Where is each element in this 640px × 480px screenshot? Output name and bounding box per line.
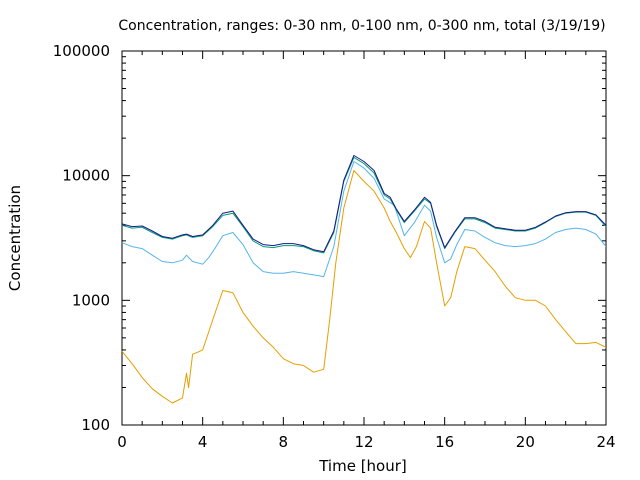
chart-title: Concentration, ranges: 0-30 nm, 0-100 nm… — [118, 18, 605, 34]
y-axis-label: Concentration — [6, 185, 24, 291]
y-tick-label: 100 — [81, 416, 110, 434]
x-tick-label: 16 — [435, 433, 454, 451]
x-tick-label: 4 — [198, 433, 208, 451]
x-tick-label: 0 — [117, 433, 127, 451]
y-tick-label: 10000 — [62, 167, 110, 185]
x-tick-label: 8 — [279, 433, 289, 451]
series-line-4 — [121, 155, 607, 253]
y-tick-label: 1000 — [72, 291, 110, 309]
plot-frame — [121, 50, 607, 426]
x-tick-label: 20 — [516, 433, 535, 451]
series-line-2 — [121, 161, 607, 278]
series-line-1 — [121, 170, 607, 404]
x-tick-label: 24 — [596, 433, 615, 451]
tick-marks — [121, 50, 607, 426]
tick-labels: 0 4 8 12 16 20 24 100 1000 10000 100000 — [53, 42, 616, 451]
series-line-3 — [121, 156, 607, 254]
x-axis-label: Time [hour] — [318, 457, 407, 475]
series-layer — [121, 155, 607, 404]
y-tick-label: 100000 — [53, 42, 110, 60]
x-tick-label: 12 — [354, 433, 373, 451]
